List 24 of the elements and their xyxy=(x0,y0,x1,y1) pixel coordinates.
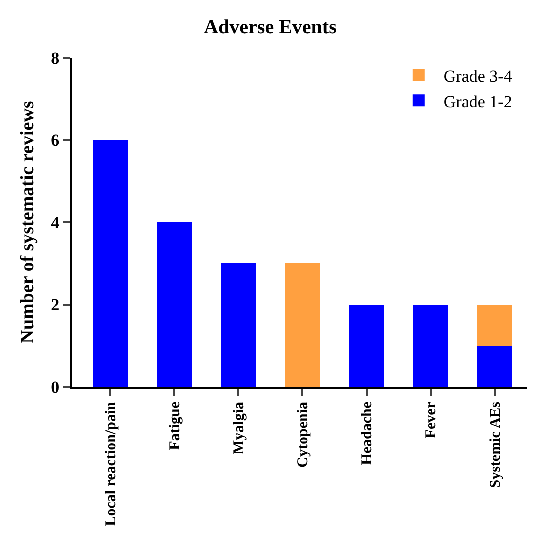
x-tick-label: Myalgia xyxy=(231,402,248,454)
x-tick-label: Fatigue xyxy=(167,402,184,450)
legend-label: Grade 3-4 xyxy=(444,67,513,86)
y-tick-label: 4 xyxy=(51,213,60,232)
legend-label: Grade 1-2 xyxy=(444,92,512,112)
x-tick-label: Headache xyxy=(360,402,376,466)
x-tick-label: Fever xyxy=(424,402,440,439)
bar xyxy=(349,304,384,387)
y-tick-label: 0 xyxy=(51,378,60,397)
bar xyxy=(92,140,128,387)
bar xyxy=(221,264,256,387)
y-tick-label: 6 xyxy=(51,131,60,150)
bar xyxy=(477,304,513,346)
x-tick-label: Systemic AEs xyxy=(488,402,504,488)
y-tick-label: 8 xyxy=(51,48,60,68)
bar xyxy=(477,346,513,387)
bar xyxy=(285,264,320,387)
bar xyxy=(413,304,448,387)
chart-title: Adverse Events xyxy=(204,16,338,39)
x-tick-label: Cytopenia xyxy=(296,402,312,468)
bar xyxy=(156,222,192,387)
x-tick-label: Local reaction/pain xyxy=(103,401,120,526)
y-axis-title: Number of systematic reviews xyxy=(17,101,38,344)
y-tick-label: 2 xyxy=(51,296,60,315)
